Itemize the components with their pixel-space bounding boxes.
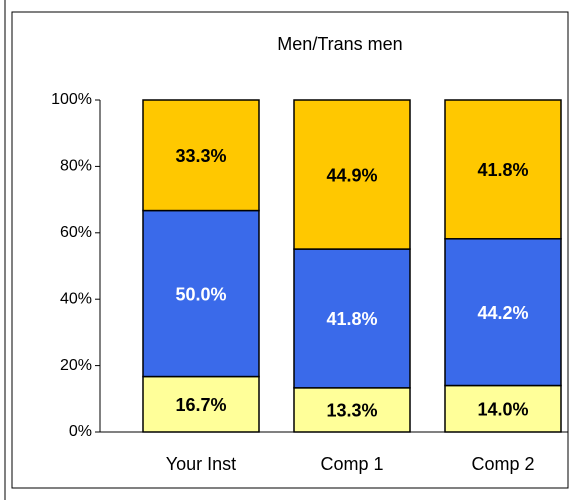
data-label: 16.7% xyxy=(175,395,226,415)
y-tick-label: 60% xyxy=(60,224,92,241)
data-label: 14.0% xyxy=(477,400,528,420)
y-tick-label: 80% xyxy=(60,158,92,175)
bar-segment xyxy=(142,99,260,212)
bar-segment xyxy=(142,375,260,433)
chart-title: Men/Trans men xyxy=(277,34,402,54)
data-label: 50.0% xyxy=(175,284,226,304)
data-label: 41.8% xyxy=(326,309,377,329)
data-label: 13.3% xyxy=(326,401,377,421)
bar-segment xyxy=(444,238,562,387)
x-tick-label: Your Inst xyxy=(166,454,236,474)
bar-segment xyxy=(444,99,562,240)
y-tick-label: 20% xyxy=(60,357,92,374)
bar-segment xyxy=(293,248,411,389)
data-label: 33.3% xyxy=(175,146,226,166)
x-tick-label: Comp 1 xyxy=(320,454,383,474)
y-tick-label: 0% xyxy=(69,423,92,440)
y-tick-label: 100% xyxy=(51,91,92,108)
data-label: 41.8% xyxy=(477,160,528,180)
data-label: 44.9% xyxy=(326,165,377,185)
y-tick-label: 40% xyxy=(60,290,92,307)
bar-segment xyxy=(444,384,562,433)
x-tick-label: Comp 2 xyxy=(471,454,534,474)
data-label: 44.2% xyxy=(477,303,528,323)
bar-segment xyxy=(293,99,411,250)
bar-segment xyxy=(142,209,260,378)
